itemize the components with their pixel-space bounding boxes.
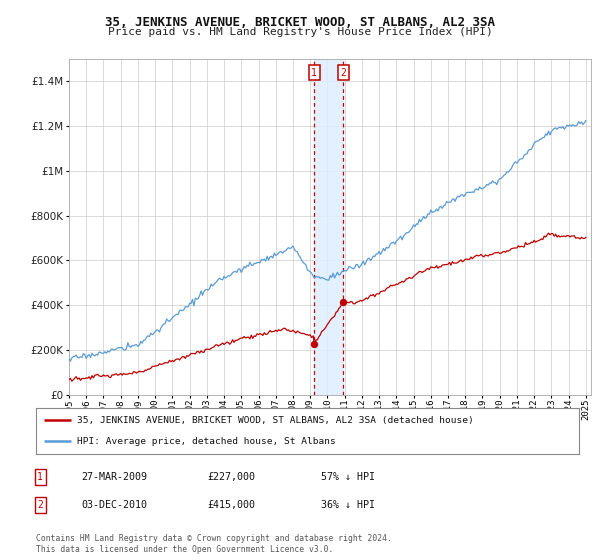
Text: 1: 1	[37, 472, 43, 482]
Bar	[314, 59, 343, 395]
Text: 1: 1	[311, 68, 317, 78]
Text: £415,000: £415,000	[207, 500, 255, 510]
Text: 36% ↓ HPI: 36% ↓ HPI	[321, 500, 375, 510]
Point	[338, 297, 348, 306]
Text: 2: 2	[37, 500, 43, 510]
Text: 57% ↓ HPI: 57% ↓ HPI	[321, 472, 375, 482]
Text: Price paid vs. HM Land Registry's House Price Index (HPI): Price paid vs. HM Land Registry's House …	[107, 27, 493, 38]
Text: Contains HM Land Registry data © Crown copyright and database right 2024.
This d: Contains HM Land Registry data © Crown c…	[36, 534, 392, 554]
Point	[310, 339, 319, 348]
Text: 27-MAR-2009: 27-MAR-2009	[81, 472, 147, 482]
Text: 2: 2	[340, 68, 346, 78]
Text: 03-DEC-2010: 03-DEC-2010	[81, 500, 147, 510]
Text: 35, JENKINS AVENUE, BRICKET WOOD, ST ALBANS, AL2 3SA (detached house): 35, JENKINS AVENUE, BRICKET WOOD, ST ALB…	[77, 416, 473, 424]
Text: 35, JENKINS AVENUE, BRICKET WOOD, ST ALBANS, AL2 3SA: 35, JENKINS AVENUE, BRICKET WOOD, ST ALB…	[105, 16, 495, 29]
Text: £227,000: £227,000	[207, 472, 255, 482]
Text: HPI: Average price, detached house, St Albans: HPI: Average price, detached house, St A…	[77, 437, 335, 446]
